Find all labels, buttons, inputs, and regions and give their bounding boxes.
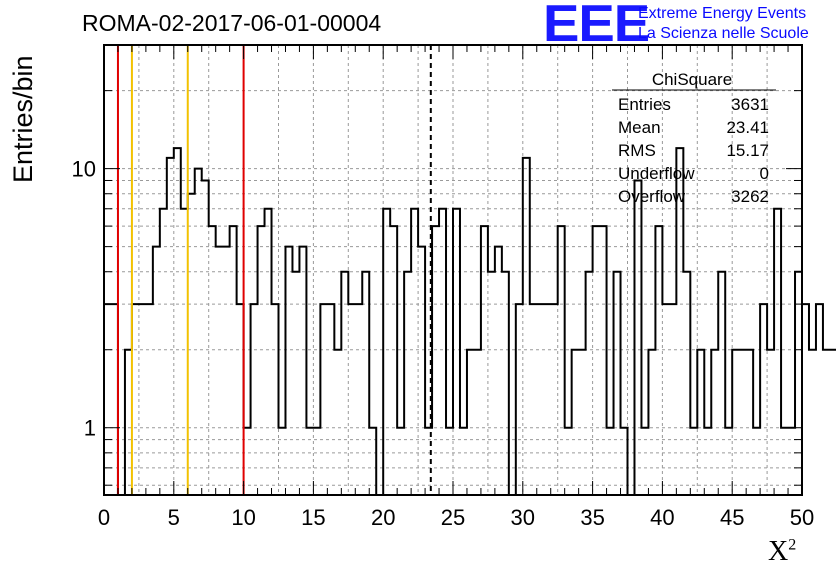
- x-tick-label: 40: [650, 505, 674, 530]
- x-axis-label-base: X: [768, 536, 789, 567]
- x-tick-label: 25: [441, 505, 465, 530]
- stats-label: Mean: [618, 118, 661, 137]
- y-tick-label: 1: [84, 416, 96, 441]
- histogram-series: [104, 147, 836, 496]
- stats-label: RMS: [618, 141, 656, 160]
- x-tick-label: 30: [511, 505, 535, 530]
- x-tick-label: 10: [231, 505, 255, 530]
- stats-title: ChiSquare: [652, 70, 732, 89]
- x-tick-label: 35: [580, 505, 604, 530]
- y-tick-label: 10: [72, 157, 96, 182]
- stats-value: 3262: [731, 187, 769, 206]
- x-tick-label: 20: [371, 505, 395, 530]
- logo-line-1: Extreme Energy Events: [638, 5, 807, 22]
- stats-value: 15.17: [726, 141, 769, 160]
- logo-line-2: La Scienza nelle Scuole: [638, 25, 809, 42]
- x-tick-label: 15: [301, 505, 325, 530]
- x-tick-label: 45: [720, 505, 744, 530]
- chart-title: ROMA-02-2017-06-01-00004: [82, 10, 382, 36]
- stats-label: Entries: [618, 95, 671, 114]
- x-axis-label: X2: [768, 536, 796, 568]
- eee-logo: EEE: [543, 0, 650, 53]
- x-tick-label: 0: [98, 505, 110, 530]
- x-tick-label: 50: [790, 505, 814, 530]
- x-axis-label-sup: 2: [788, 536, 797, 554]
- x-tick-label: 5: [168, 505, 180, 530]
- stats-label: Overflow: [618, 187, 686, 206]
- stats-value: 0: [760, 164, 769, 183]
- stats-value: 3631: [731, 95, 769, 114]
- stats-value: 23.41: [726, 118, 769, 137]
- stats-label: Underflow: [618, 164, 695, 183]
